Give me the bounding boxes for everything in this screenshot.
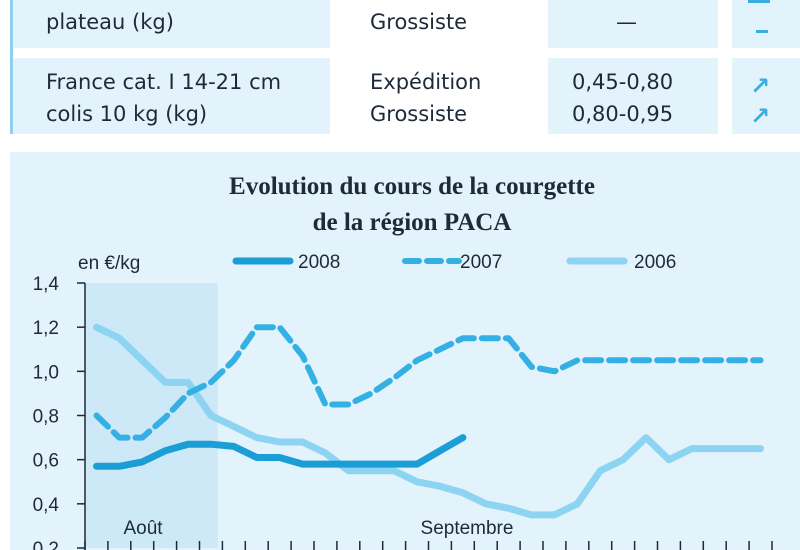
trend-up-arrow-icon: ↗ (750, 102, 771, 130)
table-row-1-price-line-2: — (616, 10, 637, 34)
table-row-2-product-line-1: France cat. I 14-21 cm (46, 70, 282, 94)
column-band-trend (732, 0, 800, 134)
month-label-september: Septembre (421, 518, 514, 539)
y-tick-label: 1,4 (33, 274, 60, 295)
column-band-price (548, 0, 718, 134)
trend-up-arrow-icon: ↗ (750, 72, 771, 100)
chart-title-line-2: de la région PACA (313, 209, 512, 236)
chart-title-line-1: Evolution du cours de la courgette (229, 173, 595, 200)
y-tick-label: 0,4 (33, 495, 60, 516)
y-tick-label: 0,6 (33, 451, 59, 472)
y-tick-label: 1,0 (33, 362, 59, 383)
y-tick-label: 0,2 (33, 539, 59, 550)
legend-label-2008: 2008 (298, 252, 340, 273)
series-line-2006 (93, 323, 764, 519)
month-label-august: Août (123, 518, 163, 539)
table-row-1-product-line-2: plateau (kg) (46, 10, 174, 34)
august-highlight (85, 283, 218, 548)
table-row-2-product-line-2: colis 10 kg (kg) (46, 102, 208, 126)
table-row-1-stage-line-2: Grossiste (370, 10, 468, 34)
price-table: plateau (kg) Grossiste — France cat. I 1… (10, 0, 800, 134)
table-row-2-stage-line-2: Grossiste (370, 102, 468, 126)
y-axis-unit-label: en €/kg (78, 253, 140, 274)
legend-label-2007: 2007 (460, 252, 502, 273)
table-row-2-price-line-2: 0,80-0,95 (572, 102, 674, 126)
series-line-2008 (93, 434, 467, 470)
row-separator (13, 48, 800, 58)
stable-trend-icon (756, 30, 768, 33)
table-left-border (10, 0, 13, 134)
column-band-product (13, 0, 330, 134)
series-line-2007 (93, 324, 764, 441)
y-tick-label: 1,2 (33, 318, 59, 339)
table-row-2-price-line-1: 0,45-0,80 (572, 70, 674, 94)
y-tick-label: 0,8 (33, 407, 59, 428)
table-row-2-stage-line-1: Expédition (370, 70, 482, 94)
legend-label-2006: 2006 (634, 252, 676, 273)
trend-arrow-icon (748, 0, 770, 3)
